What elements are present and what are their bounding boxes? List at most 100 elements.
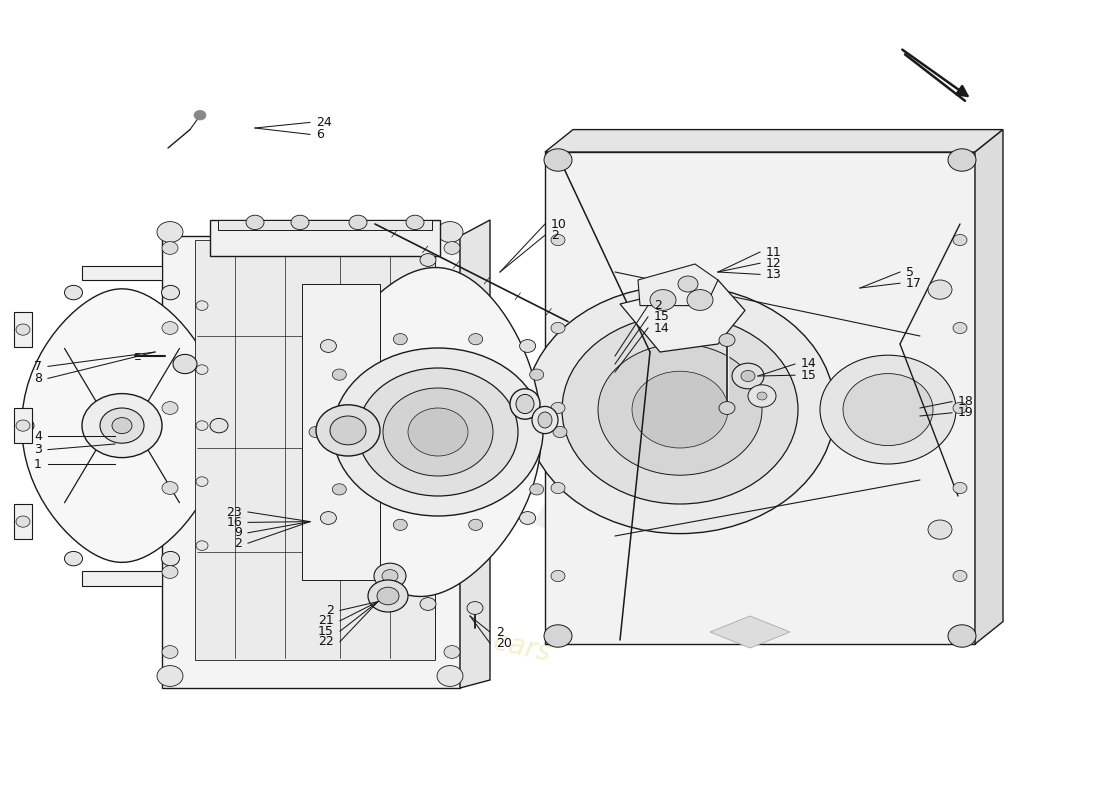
Circle shape [65, 286, 82, 300]
Text: 11: 11 [766, 246, 782, 258]
Circle shape [544, 149, 572, 171]
Circle shape [210, 418, 228, 433]
Circle shape [444, 482, 460, 494]
Circle shape [162, 566, 178, 578]
Circle shape [953, 402, 967, 414]
Text: a passion for cars: a passion for cars [307, 589, 553, 667]
Circle shape [112, 418, 132, 434]
Circle shape [519, 512, 536, 525]
Text: 085: 085 [830, 442, 889, 470]
Circle shape [333, 348, 543, 516]
Circle shape [162, 482, 178, 494]
Circle shape [246, 215, 264, 230]
Text: europes: europes [169, 241, 871, 639]
Text: 16: 16 [227, 516, 242, 529]
Circle shape [732, 363, 764, 389]
Polygon shape [544, 152, 975, 644]
Circle shape [719, 334, 735, 346]
Circle shape [309, 426, 323, 438]
Circle shape [469, 519, 483, 530]
Circle shape [551, 402, 565, 414]
Text: 4: 4 [34, 430, 42, 442]
Ellipse shape [532, 406, 558, 434]
Circle shape [100, 408, 144, 443]
Text: 22: 22 [318, 635, 334, 648]
Text: 20: 20 [496, 637, 512, 650]
Circle shape [16, 516, 30, 527]
Polygon shape [620, 280, 745, 352]
Polygon shape [82, 266, 162, 280]
Circle shape [157, 222, 183, 242]
Circle shape [530, 484, 543, 495]
Circle shape [953, 322, 967, 334]
Circle shape [525, 286, 835, 534]
Circle shape [928, 280, 952, 299]
Circle shape [650, 290, 676, 310]
Circle shape [330, 416, 366, 445]
Circle shape [553, 426, 566, 438]
Circle shape [551, 322, 565, 334]
Circle shape [316, 405, 380, 456]
Circle shape [632, 371, 728, 448]
Polygon shape [14, 504, 32, 539]
Circle shape [444, 322, 460, 334]
Circle shape [374, 563, 406, 589]
Circle shape [320, 512, 337, 525]
Polygon shape [162, 236, 460, 688]
Text: 14: 14 [801, 358, 816, 370]
Circle shape [173, 354, 197, 374]
Circle shape [748, 385, 775, 407]
Circle shape [678, 276, 698, 292]
Circle shape [196, 477, 208, 486]
Circle shape [394, 334, 407, 345]
Text: 23: 23 [227, 506, 242, 518]
Circle shape [65, 551, 82, 566]
Circle shape [394, 519, 407, 530]
Circle shape [444, 402, 460, 414]
Text: 7: 7 [34, 360, 42, 373]
Text: 2: 2 [496, 626, 504, 638]
Text: 21: 21 [318, 614, 334, 627]
Circle shape [444, 566, 460, 578]
Circle shape [383, 388, 493, 476]
Polygon shape [22, 289, 222, 562]
Text: 2: 2 [551, 229, 559, 242]
Circle shape [82, 394, 162, 458]
Ellipse shape [510, 389, 540, 419]
Text: 9: 9 [234, 526, 242, 539]
Circle shape [196, 365, 208, 374]
Circle shape [162, 286, 179, 300]
Circle shape [551, 570, 565, 582]
Text: 8: 8 [34, 372, 42, 385]
Circle shape [196, 301, 208, 310]
Circle shape [332, 484, 346, 495]
Circle shape [948, 625, 976, 647]
Text: 19: 19 [958, 406, 974, 419]
Circle shape [953, 482, 967, 494]
Circle shape [196, 421, 208, 430]
Text: 15: 15 [654, 310, 670, 323]
Polygon shape [82, 571, 162, 586]
Circle shape [843, 374, 933, 446]
Text: 18: 18 [958, 395, 974, 408]
Circle shape [292, 215, 309, 230]
Ellipse shape [538, 412, 552, 428]
Circle shape [358, 368, 518, 496]
Circle shape [519, 339, 536, 352]
Circle shape [444, 242, 460, 254]
Polygon shape [460, 220, 490, 688]
Text: 10: 10 [551, 218, 566, 230]
Circle shape [420, 598, 436, 610]
Text: 2: 2 [234, 537, 242, 550]
Circle shape [598, 344, 762, 475]
Circle shape [382, 570, 398, 582]
Polygon shape [195, 240, 434, 660]
Text: 3: 3 [34, 443, 42, 456]
Circle shape [437, 222, 463, 242]
Circle shape [320, 339, 337, 352]
Circle shape [196, 541, 208, 550]
Circle shape [741, 370, 755, 382]
Text: 14: 14 [654, 322, 670, 334]
Text: 5: 5 [906, 266, 914, 278]
Polygon shape [975, 130, 1003, 644]
